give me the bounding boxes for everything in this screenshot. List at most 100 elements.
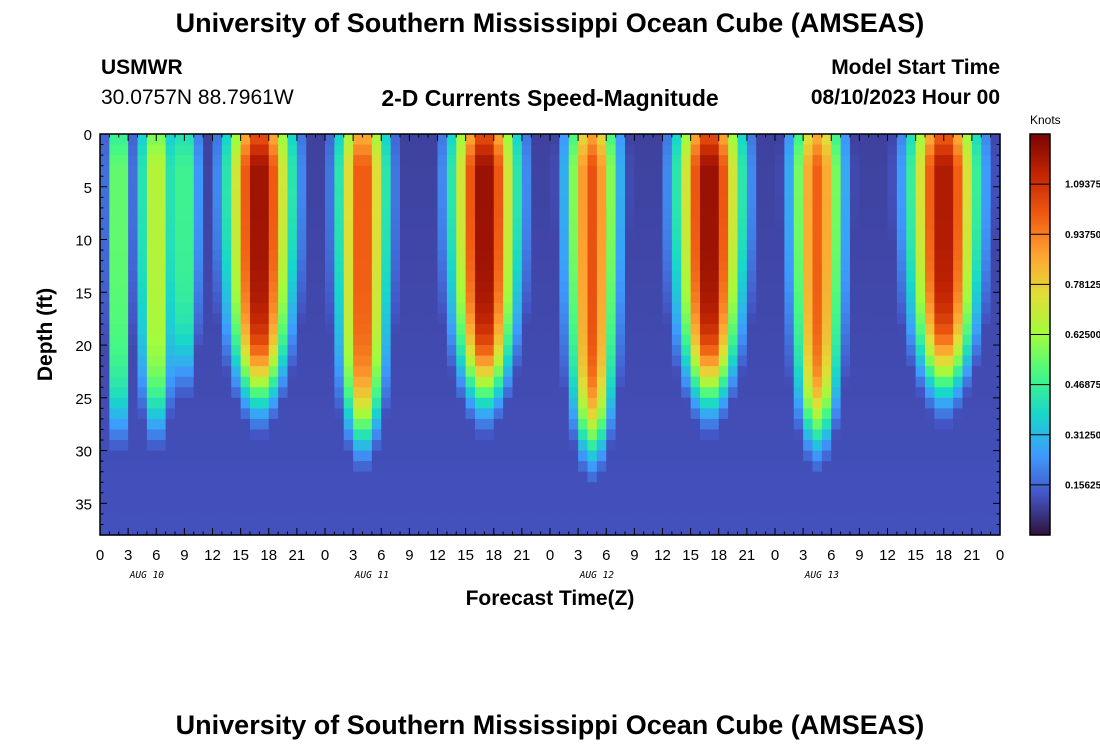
heatmap-cell: [718, 260, 729, 272]
heatmap-cell: [718, 429, 729, 441]
heatmap-cell: [315, 323, 326, 336]
heatmap-cell: [737, 334, 748, 346]
heatmap-cell: [437, 218, 448, 230]
heatmap-cell: [906, 387, 917, 399]
heatmap-cell: [521, 197, 532, 209]
heatmap-cell: [371, 197, 382, 209]
heatmap-cell: [896, 440, 907, 452]
heatmap-cell: [971, 513, 982, 526]
heatmap-cell: [100, 239, 110, 251]
heatmap-cell: [343, 260, 354, 272]
heatmap-cell: [137, 155, 148, 167]
heatmap-cell: [775, 440, 785, 452]
heatmap-cell: [109, 207, 120, 220]
heatmap-cell: [756, 387, 767, 399]
heatmap-cell: [625, 492, 635, 504]
heatmap-cell: [634, 482, 645, 494]
heatmap-cell: [456, 397, 467, 409]
heatmap-cell: [390, 513, 401, 526]
heatmap-cell: [203, 176, 214, 188]
heatmap-cell: [165, 155, 176, 167]
heatmap-cell: [203, 134, 214, 146]
heatmap-cell: [850, 387, 860, 399]
heatmap-cell: [850, 134, 860, 146]
heatmap-cell: [484, 260, 495, 272]
heatmap-cell: [746, 397, 757, 409]
heatmap-cell: [943, 176, 954, 188]
heatmap-cell: [746, 197, 757, 209]
heatmap-cell: [278, 323, 289, 336]
heatmap-cell: [390, 492, 401, 504]
heatmap-cell: [418, 271, 429, 283]
heatmap-cell: [559, 482, 570, 494]
heatmap-cell: [859, 271, 870, 283]
heatmap-cell: [353, 503, 364, 515]
heatmap-cell: [625, 323, 635, 336]
heatmap-cell: [990, 271, 1001, 283]
heatmap-cell: [437, 334, 448, 346]
heatmap-cell: [278, 387, 289, 399]
heatmap-cell: [503, 461, 514, 473]
heatmap-cell: [231, 334, 242, 346]
heatmap-cell: [718, 482, 729, 494]
heatmap-cell: [306, 260, 317, 272]
heatmap-cell: [990, 313, 1001, 325]
heatmap-cell: [700, 250, 710, 262]
heatmap-cell: [475, 334, 485, 346]
heatmap-cell: [775, 155, 785, 167]
heatmap-cell: [390, 271, 401, 283]
heatmap-cell: [934, 471, 945, 483]
heatmap-cell: [240, 471, 251, 483]
heatmap-cell: [278, 450, 289, 462]
heatmap-cell: [418, 260, 429, 272]
heatmap-cell: [306, 165, 317, 177]
heatmap-cell: [878, 144, 889, 156]
heatmap-cell: [821, 387, 832, 399]
heatmap-cell: [156, 334, 167, 346]
heatmap-cell: [662, 345, 673, 357]
heatmap-cell: [315, 461, 326, 473]
heatmap-cell: [962, 450, 973, 462]
heatmap-cell: [812, 144, 823, 156]
heatmap-cell: [250, 450, 260, 462]
heatmap-cell: [100, 250, 110, 262]
heatmap-cell: [981, 155, 992, 167]
heatmap-cell: [756, 482, 767, 494]
heatmap-cell: [990, 323, 1001, 336]
heatmap-cell: [784, 418, 795, 431]
heatmap-cell: [821, 165, 832, 177]
heatmap-cell: [390, 397, 401, 409]
heatmap-cell: [362, 239, 373, 251]
heatmap-cell: [371, 397, 382, 409]
heatmap-cell: [578, 440, 589, 452]
heatmap-cell: [184, 408, 195, 420]
heatmap-cell: [859, 355, 870, 367]
heatmap-cell: [362, 334, 373, 346]
heatmap-cell: [775, 302, 785, 314]
heatmap-cell: [334, 387, 345, 399]
heatmap-cell: [156, 429, 167, 441]
heatmap-cell: [803, 281, 814, 293]
heatmap-cell: [550, 513, 560, 526]
heatmap-cell: [662, 450, 673, 462]
heatmap-cell: [521, 207, 532, 220]
heatmap-cell: [512, 471, 523, 483]
heatmap-cell: [475, 440, 485, 452]
heatmap-cell: [934, 334, 945, 346]
heatmap-cell: [634, 524, 645, 536]
heatmap-cell: [503, 260, 514, 272]
heatmap-cell: [165, 450, 176, 462]
heatmap-cell: [559, 418, 570, 431]
heatmap-cell: [606, 155, 617, 167]
heatmap-cell: [390, 228, 401, 241]
heatmap-cell: [934, 323, 945, 336]
heatmap-cell: [746, 461, 757, 473]
heatmap-cell: [512, 186, 523, 198]
heatmap-cell: [803, 218, 814, 230]
heatmap-cell: [268, 376, 279, 388]
heatmap-cell: [700, 387, 710, 399]
heatmap-cell: [484, 461, 495, 473]
heatmap-cell: [184, 292, 195, 304]
heatmap-cell: [287, 250, 298, 262]
heatmap-cell: [953, 144, 964, 156]
